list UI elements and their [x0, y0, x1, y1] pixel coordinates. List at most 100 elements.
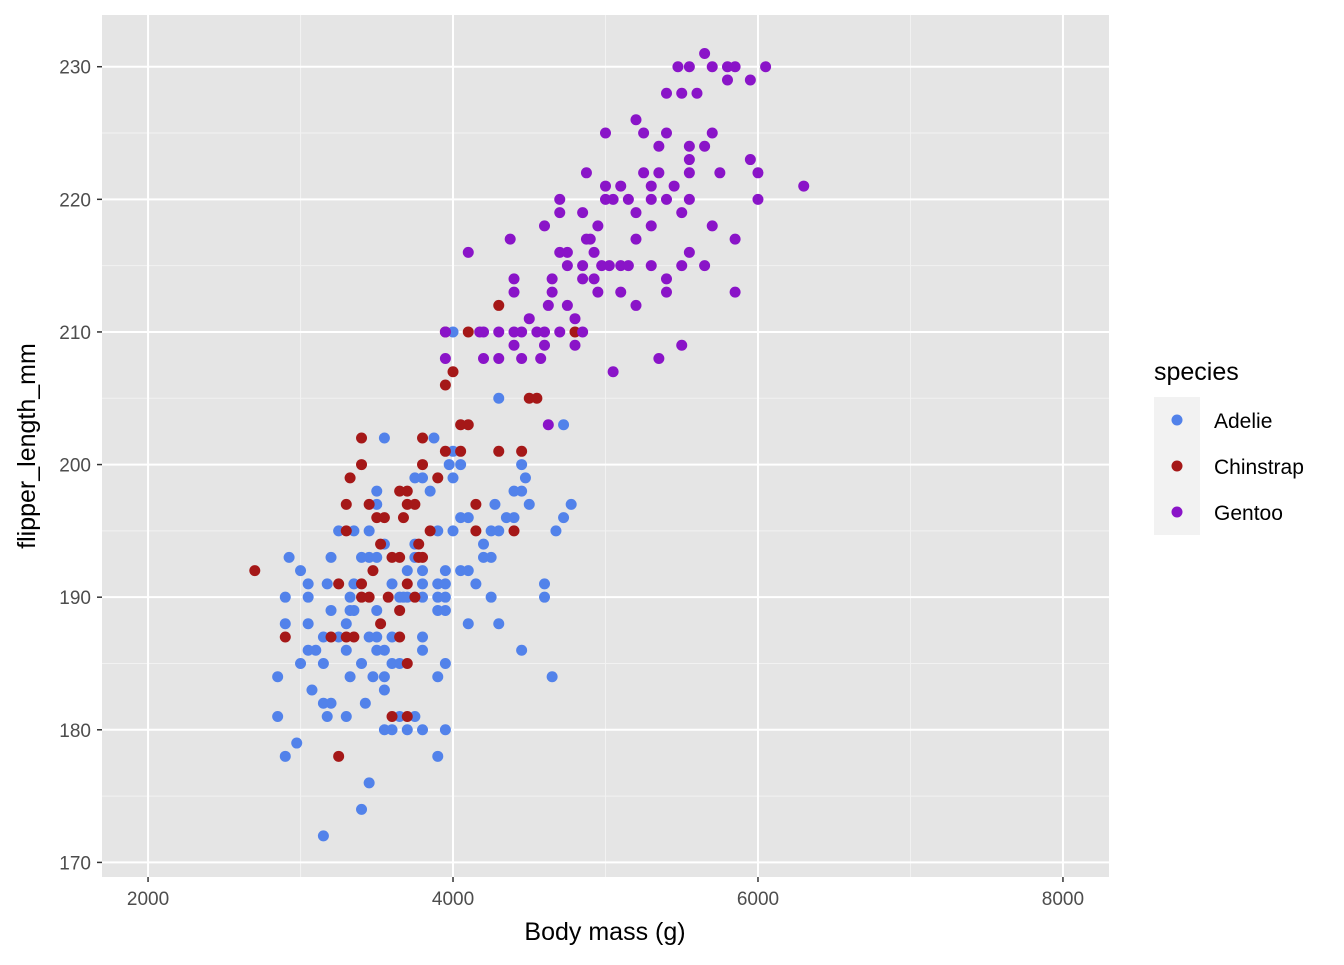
- point-gentoo: [752, 167, 764, 179]
- point-adelie: [302, 578, 314, 590]
- legend-key-chinstrap: [1171, 460, 1183, 472]
- point-adelie: [462, 565, 474, 577]
- point-gentoo: [592, 220, 604, 232]
- point-chinstrap: [409, 591, 421, 603]
- point-chinstrap: [371, 512, 383, 524]
- point-adelie: [371, 485, 383, 497]
- point-gentoo: [600, 193, 611, 205]
- point-gentoo: [478, 326, 490, 338]
- point-adelie: [386, 724, 398, 736]
- point-adelie: [386, 578, 398, 590]
- point-gentoo: [596, 260, 608, 272]
- point-gentoo: [554, 326, 566, 338]
- point-chinstrap: [432, 472, 444, 484]
- point-adelie: [489, 498, 501, 510]
- point-gentoo: [714, 167, 726, 179]
- legend-title: species: [1154, 358, 1239, 386]
- point-adelie: [401, 591, 413, 603]
- point-gentoo: [729, 286, 741, 298]
- point-adelie: [378, 724, 390, 736]
- point-adelie: [367, 671, 379, 683]
- point-adelie: [295, 565, 307, 577]
- point-adelie: [363, 525, 375, 537]
- point-chinstrap: [401, 578, 413, 590]
- point-gentoo: [523, 313, 535, 325]
- point-adelie: [493, 618, 505, 630]
- point-gentoo: [653, 352, 665, 364]
- point-adelie: [539, 578, 551, 590]
- point-adelie: [359, 697, 371, 709]
- point-chinstrap: [375, 618, 387, 630]
- point-adelie: [317, 657, 329, 669]
- point-adelie: [558, 512, 570, 524]
- point-gentoo: [508, 286, 520, 298]
- point-chinstrap: [375, 538, 387, 550]
- point-adelie: [470, 578, 482, 590]
- point-adelie: [317, 830, 329, 842]
- point-adelie: [447, 525, 459, 537]
- point-gentoo: [645, 193, 657, 205]
- point-gentoo: [542, 299, 554, 311]
- point-gentoo: [600, 127, 611, 139]
- y-tick-label: 210: [59, 323, 91, 344]
- point-adelie: [378, 432, 390, 444]
- point-adelie: [550, 525, 562, 537]
- point-adelie: [321, 578, 333, 590]
- point-gentoo: [622, 260, 634, 272]
- point-gentoo: [584, 233, 596, 245]
- point-gentoo: [676, 87, 688, 99]
- point-chinstrap: [397, 512, 409, 524]
- point-gentoo: [561, 246, 573, 258]
- point-gentoo: [706, 127, 718, 139]
- point-adelie: [344, 591, 356, 603]
- point-adelie: [508, 512, 520, 524]
- point-gentoo: [607, 366, 619, 378]
- point-gentoo: [569, 339, 581, 351]
- point-chinstrap: [348, 631, 360, 643]
- point-adelie: [523, 498, 535, 510]
- y-tick-label: 190: [59, 588, 91, 609]
- x-tick-label: 8000: [1042, 889, 1084, 910]
- point-adelie: [455, 565, 467, 577]
- point-adelie: [333, 525, 345, 537]
- point-chinstrap: [363, 498, 375, 510]
- point-gentoo: [561, 299, 573, 311]
- point-adelie: [439, 724, 451, 736]
- point-gentoo: [683, 193, 695, 205]
- point-adelie: [317, 697, 329, 709]
- point-chinstrap: [325, 631, 337, 643]
- point-adelie: [439, 604, 451, 616]
- point-adelie: [508, 485, 520, 497]
- point-adelie: [344, 671, 356, 683]
- point-gentoo: [721, 74, 733, 86]
- point-chinstrap: [356, 459, 368, 471]
- point-adelie: [409, 472, 421, 484]
- point-adelie: [558, 419, 570, 431]
- point-chinstrap: [462, 326, 474, 338]
- point-gentoo: [508, 326, 520, 338]
- point-adelie: [348, 525, 360, 537]
- point-chinstrap: [394, 485, 406, 497]
- point-chinstrap: [413, 538, 425, 550]
- point-adelie: [417, 472, 429, 484]
- point-gentoo: [516, 352, 528, 364]
- point-adelie: [485, 525, 497, 537]
- point-adelie: [394, 657, 406, 669]
- point-chinstrap: [394, 631, 406, 643]
- x-tick-label: 6000: [737, 889, 779, 910]
- point-adelie: [321, 711, 333, 723]
- point-gentoo: [699, 260, 711, 272]
- point-adelie: [356, 657, 368, 669]
- point-adelie: [363, 631, 375, 643]
- point-chinstrap: [394, 604, 406, 616]
- legend-label-chinstrap: Chinstrap: [1214, 456, 1304, 479]
- point-adelie: [371, 631, 383, 643]
- point-adelie: [378, 671, 390, 683]
- point-adelie: [340, 618, 352, 630]
- point-chinstrap: [409, 498, 421, 510]
- point-adelie: [432, 578, 444, 590]
- y-axis-title: flipper_length_mm: [13, 343, 41, 549]
- point-adelie: [447, 326, 459, 338]
- point-gentoo: [493, 326, 505, 338]
- point-gentoo: [672, 61, 684, 73]
